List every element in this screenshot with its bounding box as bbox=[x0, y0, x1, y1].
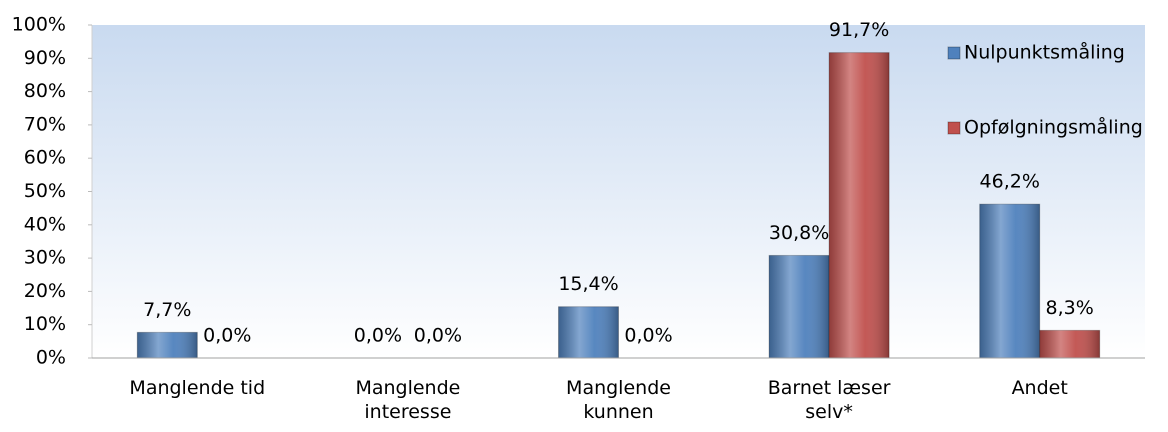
x-tick-label: Barnet læser selv* bbox=[767, 377, 891, 423]
x-tick-label: Manglende tid bbox=[129, 377, 266, 399]
data-label: 7,7% bbox=[143, 299, 191, 321]
legend-label: Nulpunktsmåling bbox=[964, 41, 1125, 64]
data-label: 15,4% bbox=[558, 273, 618, 295]
y-tick-label: 70% bbox=[24, 113, 66, 135]
y-tick-label: 20% bbox=[24, 280, 66, 302]
y-tick-label: 60% bbox=[24, 147, 66, 169]
y-tick-label: 0% bbox=[36, 347, 66, 369]
data-label: 0,0% bbox=[624, 325, 672, 347]
legend-label: Opfølgningsmåling bbox=[964, 116, 1143, 139]
bar-shine bbox=[1039, 330, 1100, 358]
y-tick-label: 100% bbox=[12, 14, 66, 36]
x-tick-label: Manglende interesse bbox=[355, 377, 461, 423]
data-label: 8,3% bbox=[1046, 297, 1094, 319]
plot-area bbox=[92, 25, 1145, 358]
bar-shine bbox=[769, 255, 830, 358]
x-tick-label: Manglende kunnen bbox=[566, 377, 671, 423]
y-tick-label: 40% bbox=[24, 213, 66, 235]
x-tick-label: Andet bbox=[1011, 377, 1068, 399]
data-label: 91,7% bbox=[829, 19, 889, 41]
y-tick-label: 50% bbox=[24, 180, 66, 202]
y-tick-label: 80% bbox=[24, 80, 66, 102]
bar-shine bbox=[558, 306, 619, 358]
bar-shine bbox=[829, 52, 890, 358]
data-label: 30,8% bbox=[769, 222, 829, 244]
bar-shine bbox=[137, 332, 198, 358]
y-tick-label: 10% bbox=[24, 313, 66, 335]
legend-marker bbox=[947, 121, 961, 135]
legend-marker bbox=[947, 46, 961, 60]
y-tick-label: 90% bbox=[24, 47, 66, 69]
y-tick-label: 30% bbox=[24, 247, 66, 269]
bar-shine bbox=[979, 204, 1040, 358]
data-label: 46,2% bbox=[980, 171, 1040, 193]
data-label: 0,0% bbox=[414, 325, 462, 347]
data-label: 0,0% bbox=[203, 325, 251, 347]
data-label: 0,0% bbox=[354, 325, 402, 347]
